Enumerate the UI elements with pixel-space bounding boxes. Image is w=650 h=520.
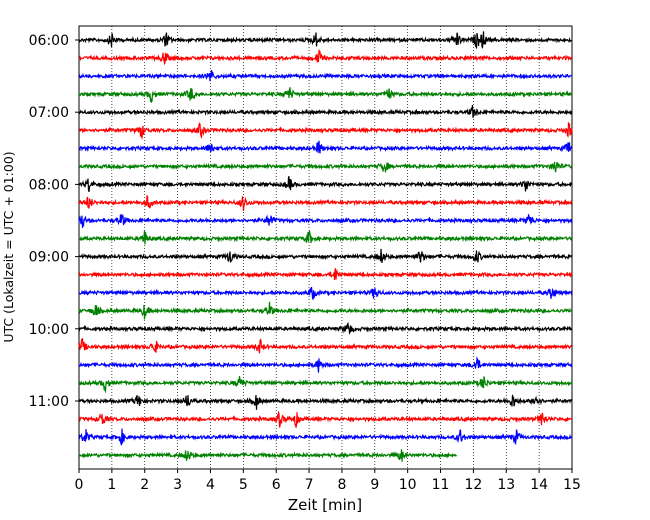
seismogram-trace (78, 322, 573, 335)
seismogram-trace (78, 87, 573, 104)
seismogram-trace (78, 230, 573, 245)
seismogram-trace (78, 248, 573, 264)
x-tick-label: 13 (497, 477, 515, 493)
grid-lines (111, 26, 540, 469)
seismogram-trace (78, 31, 573, 49)
seismogram-trace (78, 176, 573, 193)
seismogram-trace (78, 376, 573, 394)
y-tick-label: 10:00 (29, 322, 69, 338)
seismogram-trace (78, 69, 573, 82)
y-tick-label: 11:00 (29, 394, 69, 410)
seismogram-trace (78, 268, 573, 280)
x-tick-label: 14 (530, 477, 548, 493)
y-tick-label: 09:00 (29, 250, 69, 266)
seismogram-trace (78, 104, 573, 118)
x-axis-ticks: 0 1 2 3 4 5 6 7 8 9 10 11 12 13 14 15 (75, 469, 581, 493)
seismogram-trace (78, 301, 573, 320)
x-tick-label: 8 (337, 477, 346, 493)
y-axis-label: UTC (Lokalzeit = UTC + 01:00) (1, 151, 16, 342)
x-tick-label: 6 (272, 477, 281, 493)
traces (78, 31, 573, 462)
seismogram-trace (78, 49, 573, 66)
seismogram-trace (78, 410, 573, 428)
x-tick-label: 4 (206, 477, 215, 493)
x-tick-label: 15 (563, 477, 581, 493)
seismogram-trace (78, 140, 573, 154)
x-tick-label: 5 (239, 477, 248, 493)
x-tick-label: 11 (432, 477, 450, 493)
x-tick-label: 3 (173, 477, 182, 493)
x-axis-label: Zeit [min] (288, 496, 362, 514)
y-axis-ticks: 06:00 07:00 08:00 09:00 10:00 11:00 (29, 33, 79, 410)
x-tick-label: 2 (140, 477, 149, 493)
plot-frame (78, 25, 573, 470)
seismogram-trace (78, 356, 573, 373)
y-tick-label: 08:00 (29, 177, 69, 193)
seismogram-trace (78, 213, 573, 228)
x-tick-label: 10 (399, 477, 417, 493)
x-tick-label: 1 (107, 477, 116, 493)
seismogram-trace (78, 394, 573, 410)
seismogram-trace (78, 428, 573, 446)
seismogram-trace (78, 449, 458, 462)
x-tick-label: 7 (305, 477, 314, 493)
y-tick-label: 06:00 (29, 33, 69, 49)
x-tick-label: 9 (370, 477, 379, 493)
seismogram-trace (78, 195, 573, 212)
x-tick-label: 12 (464, 477, 482, 493)
seismogram-trace (78, 121, 573, 140)
seismogram-trace (78, 286, 573, 300)
y-tick-label: 07:00 (29, 105, 69, 121)
x-tick-label: 0 (75, 477, 84, 493)
seismogram-trace (78, 337, 573, 354)
seismogram-trace (78, 161, 573, 173)
